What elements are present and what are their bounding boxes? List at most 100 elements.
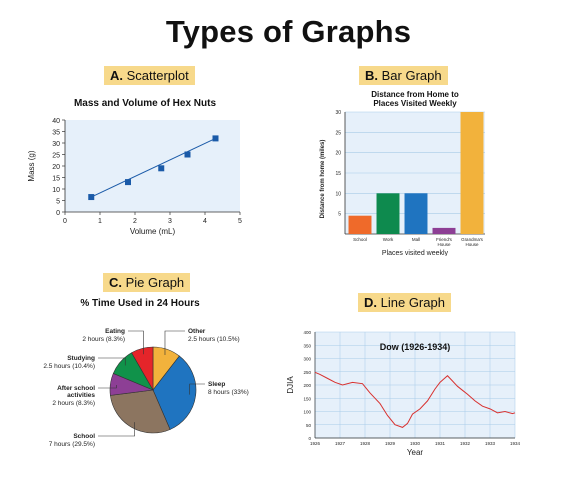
y-tick-label: 20 — [335, 151, 341, 157]
slice-label: School — [73, 433, 95, 440]
line-chart: 1926 1927 1928 1929 1930 1931 1932 1933 1934 0 50 1… — [286, 330, 521, 457]
slice-detail: 8 hours (33%) — [208, 389, 249, 396]
y-tick-label: 10 — [52, 187, 60, 194]
y-tick-label: 15 — [335, 171, 341, 177]
slice-label: Studying — [67, 355, 95, 362]
x-tick-label: 4 — [203, 218, 207, 225]
pie-slice — [131, 346, 154, 392]
x-tick-label: 1 — [98, 218, 102, 225]
x-tick-label: 3 — [168, 218, 172, 225]
y-tick-label: 100 — [303, 410, 311, 415]
slice-detail: 2.5 hours (10.4%) — [43, 363, 95, 370]
section-letter: A. — [110, 68, 123, 83]
data-point — [88, 194, 95, 201]
x-tick-label: 1929 — [385, 441, 396, 446]
slice-label: Other — [188, 328, 206, 335]
x-tick-label: 1930 — [410, 441, 421, 446]
series-line — [314, 371, 516, 428]
y-tick-label: 50 — [306, 423, 312, 428]
bar — [460, 112, 484, 234]
x-tick-label: House — [437, 242, 451, 247]
x-tick-label: 1928 — [360, 441, 371, 446]
y-tick-label: 15 — [52, 176, 60, 183]
page-title: Types of Graphs — [165, 14, 412, 49]
y-tick-label: 5 — [338, 212, 341, 218]
y-tick-label: 30 — [335, 110, 341, 116]
section-label-scatterplot: A. Scatterplot — [104, 66, 195, 85]
slice-detail: 7 hours (29.5%) — [49, 441, 95, 448]
bar — [348, 215, 372, 234]
x-tick-label: House — [465, 242, 479, 247]
x-tick-label: Work — [383, 237, 394, 242]
y-tick-label: 40 — [52, 118, 60, 125]
x-tick-label: 1926 — [310, 441, 321, 446]
y-axis-label: DJIA — [286, 376, 295, 394]
pie-slice — [110, 389, 171, 434]
x-tick-label: 1931 — [435, 441, 446, 446]
x-tick-label: Friend's — [436, 237, 453, 242]
y-tick-label: 400 — [303, 330, 311, 335]
y-tick-label: 350 — [303, 343, 311, 348]
pie-title: % Time Used in 24 Hours — [80, 298, 200, 309]
bar-title-line1: Distance from Home to — [371, 90, 459, 99]
y-tick-label: 20 — [52, 164, 60, 171]
y-tick-label: 0 — [56, 210, 60, 217]
y-tick-label: 0 — [308, 436, 311, 441]
leader-line — [128, 330, 144, 355]
leader-line — [189, 383, 205, 395]
leader-line — [98, 385, 117, 389]
section-letter: D. — [364, 295, 377, 310]
bar — [376, 193, 400, 234]
y-tick-label: 10 — [335, 191, 341, 197]
data-point — [125, 179, 131, 186]
y-tick-label: 150 — [303, 396, 311, 401]
x-tick-label: 1932 — [460, 441, 471, 446]
y-tick-label: 35 — [52, 130, 60, 137]
x-tick-label: 2 — [133, 218, 137, 225]
line-title: Dow (1926-1934) — [380, 342, 451, 352]
section-label-bar-graph: B. Bar Graph — [359, 66, 448, 85]
slice-label: After school — [57, 385, 95, 392]
slice-detail: 2.5 hours (10.5%) — [188, 336, 240, 343]
section-name: Line Graph — [380, 295, 445, 310]
y-tick-label: 200 — [303, 383, 311, 388]
x-tick-label: 0 — [63, 218, 67, 225]
y-tick-label: 300 — [303, 357, 311, 362]
slice-detail: 2 hours (8.3%) — [52, 400, 95, 407]
section-letter: B. — [365, 68, 378, 83]
x-axis-label: Volume (mL) — [130, 227, 176, 236]
section-letter: C. — [109, 275, 122, 290]
x-tick-label: 1933 — [485, 441, 496, 446]
bar-title-line2: Places Visited Weekly — [373, 99, 457, 108]
section-name: Bar Graph — [381, 68, 442, 83]
y-tick-label: 5 — [56, 199, 60, 206]
x-tick-label: Grandma's — [461, 237, 484, 242]
y-tick-label: 25 — [52, 153, 60, 160]
pie-slice — [152, 355, 197, 430]
y-tick-label: 25 — [335, 130, 341, 136]
data-point — [158, 165, 165, 172]
section-label-line-graph: D. Line Graph — [358, 293, 451, 312]
slice-label: Eating — [105, 328, 125, 335]
x-tick-label: School — [353, 237, 367, 242]
y-axis-label: Mass (g) — [27, 150, 36, 181]
section-name: Scatterplot — [126, 68, 189, 83]
x-tick-label: 1934 — [510, 441, 521, 446]
x-tick-label: Mall — [412, 237, 420, 242]
x-axis-label: Year — [407, 448, 424, 457]
trend-line — [91, 137, 216, 198]
y-tick-label: 30 — [52, 141, 60, 148]
x-tick-label: 1927 — [335, 441, 346, 446]
leader-line — [98, 422, 135, 437]
data-point — [212, 135, 219, 142]
data-point — [184, 151, 191, 158]
y-axis-label: Distance from home (miles) — [320, 140, 326, 219]
slice-label: Sleep — [208, 381, 225, 388]
x-axis-label: Places visited weekly — [382, 250, 449, 256]
slice-detail: 2 hours (8.3%) — [82, 336, 125, 343]
scatter-chart: 0 5 10 15 20 25 30 35 40 0 1 2 3 4 5 Volume (mL) Mass (g… — [27, 118, 242, 236]
leader-line — [98, 357, 126, 366]
bar — [404, 193, 428, 234]
